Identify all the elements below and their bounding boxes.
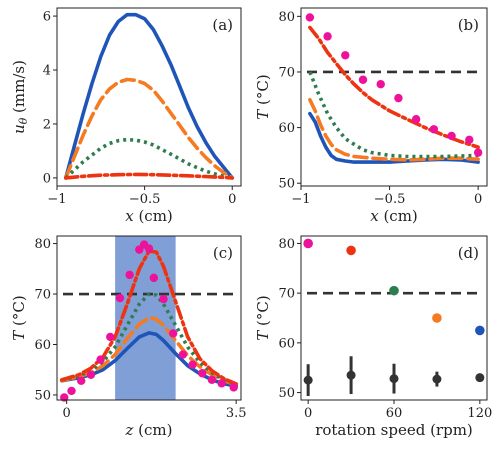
data-point — [178, 350, 188, 359]
x-tick-label: 0 — [474, 192, 482, 207]
y-tick-label: 80 — [278, 10, 295, 25]
y-tick-label: 6 — [43, 10, 51, 25]
x-tick-label: 3.5 — [226, 406, 247, 421]
data-point — [305, 13, 315, 22]
data-point — [229, 383, 238, 392]
series-line-4 — [308, 25, 480, 149]
panel-b: −1 −0.5 0 50 60 70 80 x (cm) T (°C) (b) — [254, 7, 488, 225]
data-point — [96, 355, 105, 364]
data-point — [475, 325, 485, 336]
data-point — [376, 80, 385, 89]
y-axis-label: uθ (mm/s) — [10, 60, 30, 134]
data-point — [86, 370, 96, 379]
y-tick-label: 70 — [278, 65, 295, 80]
panel-label: (b) — [458, 16, 479, 34]
y-tick-label: 70 — [34, 288, 51, 303]
data-point — [389, 285, 399, 296]
series-line-2 — [308, 98, 480, 162]
x-tick-label: 0 — [304, 406, 312, 421]
x-axis-label: x (cm) — [370, 207, 418, 225]
y-tick-label: 4 — [43, 64, 51, 79]
data-point — [207, 375, 217, 385]
data-point — [198, 369, 207, 378]
panel-label: (a) — [212, 16, 233, 34]
data-point — [429, 125, 439, 134]
x-tick-label: −1 — [291, 192, 310, 207]
data-point — [188, 360, 197, 369]
data-point — [67, 386, 76, 396]
error-bar-point — [389, 374, 399, 384]
axes-frame — [300, 7, 488, 187]
x-tick-label: −0.5 — [374, 192, 406, 207]
error-bar-point — [432, 374, 442, 384]
y-tick-label: 60 — [34, 338, 51, 353]
data-point — [358, 75, 368, 84]
x-tick-label: 120 — [467, 406, 492, 421]
panel-label: (c) — [213, 244, 233, 262]
data-point — [149, 273, 159, 283]
data-point — [323, 32, 332, 41]
data-point — [106, 332, 115, 342]
data-point — [411, 115, 421, 124]
x-tick-label: −1 — [47, 192, 66, 207]
data-point — [125, 270, 134, 280]
y-tick-label: 50 — [278, 177, 295, 192]
x-axis-label: z (cm) — [124, 421, 172, 439]
series-line-3 — [64, 137, 233, 180]
data-point — [447, 131, 456, 141]
error-bar-point — [346, 370, 356, 380]
y-axis-label: T (°C) — [254, 74, 272, 119]
error-bar-point — [303, 375, 313, 385]
y-tick-label: 80 — [34, 237, 51, 252]
y-tick-label: 2 — [43, 117, 51, 132]
panel-d: 0 60 120 50 60 70 80 rotation speed (rpm) T (°C)… — [254, 235, 492, 439]
data-point — [303, 238, 313, 249]
data-point — [394, 93, 403, 103]
data-point — [159, 294, 168, 304]
data-point — [473, 148, 483, 157]
series-line-2 — [64, 77, 234, 180]
series-line-1 — [64, 12, 234, 180]
panel-c: 0 3.5 50 60 70 80 z (cm) T (°C) (c) — [10, 235, 247, 439]
x-axis-label: x (cm) — [125, 207, 173, 225]
error-bar-point — [475, 373, 485, 383]
x-tick-label: −0.5 — [129, 192, 161, 207]
x-tick-label: 0 — [63, 406, 71, 421]
data-point — [346, 245, 356, 256]
series-line-3 — [61, 292, 237, 387]
data-point — [432, 313, 442, 323]
data-point — [115, 293, 125, 303]
y-tick-label: 80 — [278, 237, 295, 252]
data-point — [169, 329, 178, 338]
panel-label: (d) — [458, 244, 479, 262]
x-axis-label: rotation speed (rpm) — [315, 421, 473, 439]
data-point — [465, 135, 474, 145]
axes-frame — [56, 235, 242, 401]
y-tick-label: 60 — [278, 121, 295, 136]
panel-a: −1 −0.5 0 0 2 4 6 x (cm) uθ (mm/s) (a) — [10, 7, 242, 225]
y-axis-label: T (°C) — [10, 295, 28, 340]
x-tick-label: 0 — [228, 192, 236, 207]
data-point — [77, 376, 86, 386]
x-tick-label: 60 — [386, 406, 403, 421]
y-tick-label: 60 — [278, 336, 295, 351]
y-tick-label: 50 — [34, 388, 51, 403]
y-axis-label: T (°C) — [254, 295, 272, 340]
data-point — [217, 379, 226, 388]
y-tick-label: 0 — [43, 171, 51, 186]
y-tick-label: 50 — [278, 386, 295, 401]
axes-frame — [56, 7, 242, 187]
y-tick-label: 70 — [278, 287, 295, 302]
data-point — [341, 51, 350, 60]
data-point — [144, 244, 154, 253]
series-line-4 — [64, 172, 234, 180]
